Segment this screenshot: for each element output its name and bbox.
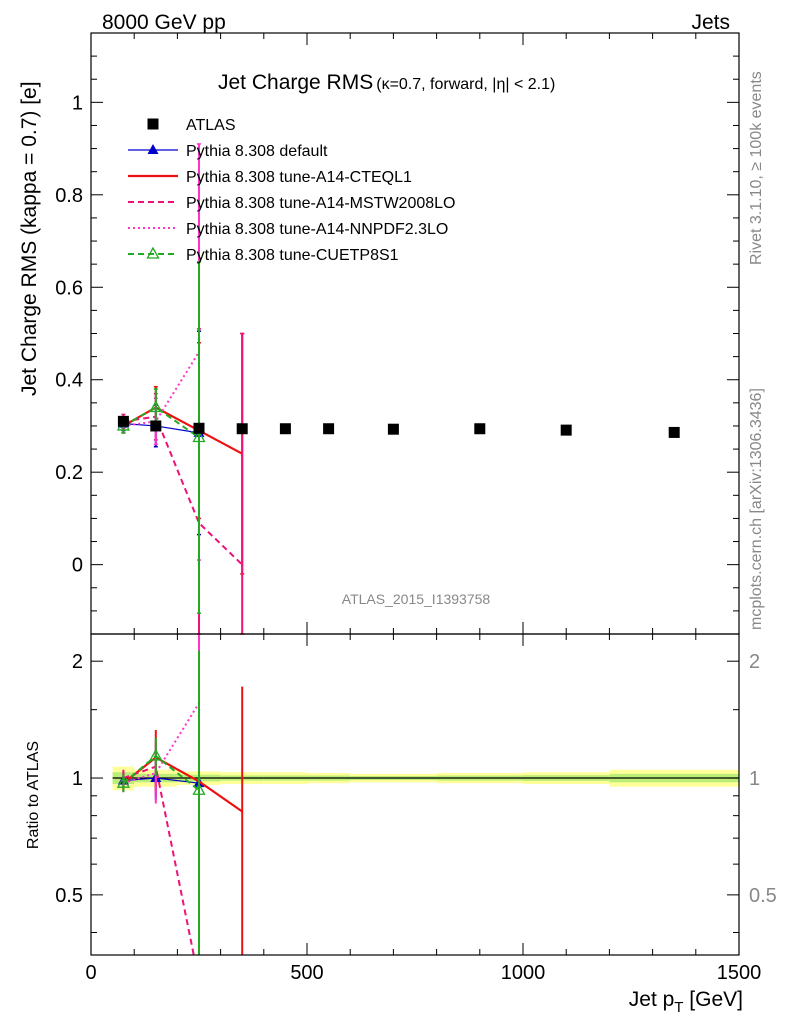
data-point: [192, 430, 206, 443]
ratio-series-line: [123, 765, 195, 956]
legend-label: Pythia 8.308 tune-A14-NNPDF2.3LO: [186, 221, 448, 238]
legend: ATLAS Pythia 8.308 default Pythia 8.308 tu…: [128, 117, 455, 264]
ratio-data-point: [149, 748, 163, 761]
series-line: [122, 406, 200, 439]
ratio-y-axis-label: Ratio to ATLAS: [25, 741, 42, 849]
ratio-plot-marks: [116, 634, 244, 956]
ratio-plot-axes: 0 500 1000 1500 0.5 0.5 1 1 2 2: [55, 634, 777, 984]
x-tick-label: 500: [290, 962, 323, 984]
ratio-y-tick-label-right: 0.5: [749, 885, 777, 907]
ratio-y-tick-label: 0.5: [55, 885, 83, 907]
data-point: [474, 423, 486, 435]
x-tick-label: 0: [85, 962, 96, 984]
ratio-data-point: [192, 782, 206, 795]
legend-label: Pythia 8.308 tune-A14-MSTW2008LO: [186, 195, 455, 212]
legend-entry: Pythia 8.308 tune-A14-CTEQL1: [128, 169, 412, 186]
legend-label: Pythia 8.308 tune-A14-CTEQL1: [186, 169, 412, 186]
chart-title: Jet Charge RMS (κ=0.7, forward, |η| < 2.1…: [218, 71, 555, 94]
legend-marker: [147, 144, 159, 154]
main-plot-marks: [116, 143, 680, 635]
main-y-tick-label: 1: [72, 92, 83, 114]
ratio-y-tick-label: 2: [72, 651, 83, 673]
main-y-tick-label: 0.2: [55, 462, 83, 484]
data-point: [117, 415, 129, 427]
legend-marker: [147, 118, 159, 130]
data-point: [323, 423, 335, 435]
ratio-series-pythia-8-308-default: [117, 689, 205, 955]
ratio-series-line: [122, 754, 200, 792]
x-axis-label: Jet pT [GeV]: [629, 988, 743, 1016]
data-point: [236, 423, 248, 435]
legend-entry: Pythia 8.308 default: [128, 143, 328, 160]
analysis-id-label: ATLAS_2015_I1393758: [342, 591, 491, 607]
chart-title-sub: (κ=0.7, forward, |η| < 2.1): [376, 76, 555, 93]
ratio-y-tick-label-right: 2: [749, 651, 760, 673]
header-left: 8000 GeV pp: [102, 11, 226, 34]
main-y-tick-label: 0: [72, 555, 83, 577]
main-y-axis-label: Jet Charge RMS (kappa = 0.7) [e]: [18, 81, 41, 396]
ratio-data-point: [116, 775, 130, 788]
legend-label: ATLAS: [186, 117, 236, 134]
series-atlas: [117, 415, 680, 438]
ratio-y-tick-label-right: 1: [749, 768, 760, 790]
series-pythia-8-308-tune-cuetp8s1: [116, 261, 206, 614]
header-right: Jets: [691, 11, 730, 34]
data-point: [149, 400, 163, 413]
data-point: [279, 423, 291, 435]
legend-label: Pythia 8.308 default: [186, 143, 328, 160]
legend-entry: Pythia 8.308 tune-A14-MSTW2008LO: [128, 195, 455, 212]
legend-entry-atlas: ATLAS: [147, 117, 236, 134]
x-tick-label: 1500: [717, 962, 762, 984]
legend-entry: Pythia 8.308 tune-A14-NNPDF2.3LO: [128, 221, 448, 238]
legend-entry: Pythia 8.308 tune-CUETP8S1: [128, 246, 399, 264]
ratio-series-pythia-8-308-tune-a14-mstw2008lo: [122, 688, 200, 956]
series-pythia-8-308-tune-a14-mstw2008lo: [121, 328, 245, 635]
data-point: [387, 423, 399, 435]
main-plot-axes: 0 0.2 0.4 0.6 0.8 1: [55, 33, 740, 635]
x-tick-label: 1000: [501, 962, 546, 984]
data-point: [193, 422, 205, 434]
ratio-series-pythia-8-308-tune-cuetp8s1: [116, 650, 206, 955]
main-y-tick-label: 0.4: [55, 370, 83, 392]
source-label: mcplots.cern.ch [arXiv:1306.3436]: [748, 388, 765, 630]
series-line: [123, 351, 200, 427]
series-pythia-8-308-tune-a14-cteql1: [121, 332, 245, 575]
main-y-tick-label: 0.8: [55, 185, 83, 207]
ratio-series-line: [123, 702, 200, 785]
ratio-series-pythia-8-308-tune-a14-cteql1: [122, 686, 244, 955]
series-line: [122, 406, 243, 455]
ratio-y-tick-label: 1: [72, 768, 83, 790]
legend-label: Pythia 8.308 tune-CUETP8S1: [186, 247, 399, 264]
legend-marker: [146, 246, 160, 259]
series-line: [123, 415, 243, 566]
ratio-plot-frame: [90, 633, 740, 956]
data-point: [668, 426, 680, 438]
data-point: [560, 424, 572, 436]
data-point: [150, 420, 162, 432]
rivet-version-label: Rivet 3.1.10, ≥ 100k events: [748, 71, 765, 265]
main-y-tick-label: 0.6: [55, 277, 83, 299]
